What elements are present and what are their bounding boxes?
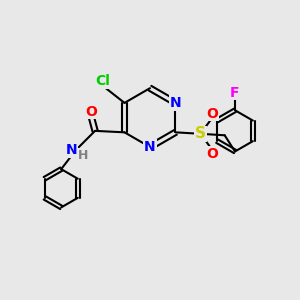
Text: S: S [195, 126, 206, 141]
Text: O: O [85, 105, 98, 119]
Text: H: H [78, 149, 88, 162]
Text: N: N [170, 96, 181, 110]
Text: O: O [206, 107, 218, 121]
Text: N: N [144, 140, 156, 154]
Text: N: N [66, 143, 77, 157]
Text: F: F [230, 85, 240, 100]
Text: Cl: Cl [95, 74, 110, 88]
Text: O: O [206, 147, 218, 161]
